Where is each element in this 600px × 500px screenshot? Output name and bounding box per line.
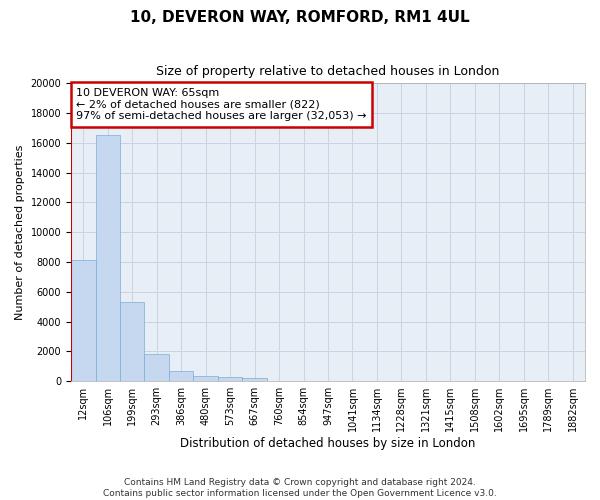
- Bar: [193, 376, 218, 381]
- X-axis label: Distribution of detached houses by size in London: Distribution of detached houses by size …: [181, 437, 476, 450]
- Bar: [218, 377, 242, 381]
- Bar: [169, 370, 193, 381]
- Text: Contains HM Land Registry data © Crown copyright and database right 2024.
Contai: Contains HM Land Registry data © Crown c…: [103, 478, 497, 498]
- Bar: [71, 260, 95, 381]
- Text: 10, DEVERON WAY, ROMFORD, RM1 4UL: 10, DEVERON WAY, ROMFORD, RM1 4UL: [130, 10, 470, 25]
- Bar: [95, 136, 120, 381]
- Bar: [145, 354, 169, 381]
- Title: Size of property relative to detached houses in London: Size of property relative to detached ho…: [157, 65, 500, 78]
- Bar: [242, 378, 267, 381]
- Bar: [120, 302, 145, 381]
- Text: 10 DEVERON WAY: 65sqm
← 2% of detached houses are smaller (822)
97% of semi-deta: 10 DEVERON WAY: 65sqm ← 2% of detached h…: [76, 88, 367, 121]
- Y-axis label: Number of detached properties: Number of detached properties: [15, 144, 25, 320]
